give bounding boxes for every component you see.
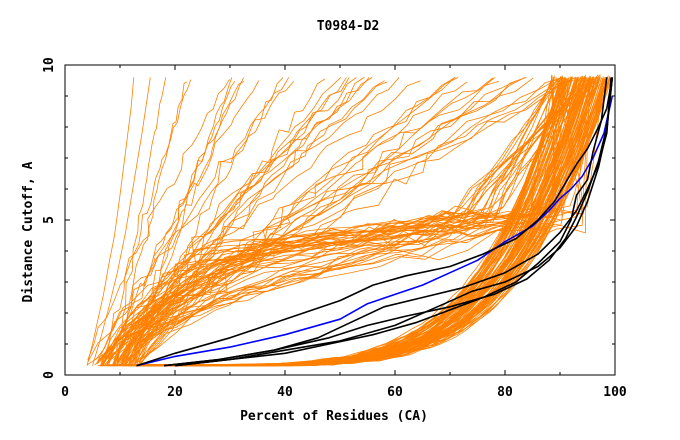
orange-model-line xyxy=(127,79,600,366)
x-axis-label: Percent of Residues (CA) xyxy=(240,409,428,424)
orange-model-line xyxy=(87,79,230,361)
orange-model-line xyxy=(120,77,607,366)
axis-ticks xyxy=(64,64,616,376)
orange-model-line xyxy=(131,76,561,367)
y-tick-label: 0 xyxy=(42,371,57,379)
orange-model-line xyxy=(124,80,570,366)
orange-model-line xyxy=(113,81,245,366)
orange-model-line xyxy=(131,77,233,366)
orange-model-line xyxy=(131,76,562,367)
axis-tick-labels: 0 20 40 60 80 100 0 5 10 xyxy=(42,57,627,400)
orange-model-line xyxy=(103,79,192,364)
x-tick-label: 40 xyxy=(277,385,293,400)
series-line-blue-model xyxy=(136,95,614,367)
series-line-black-4 xyxy=(174,77,614,367)
orange-model-line xyxy=(92,77,151,366)
orange-model-line xyxy=(141,77,456,359)
orange-model-line xyxy=(95,80,295,360)
orange-model-line xyxy=(122,77,564,367)
series-line-black-1 xyxy=(136,77,614,367)
orange-model-line xyxy=(128,77,527,366)
orange-model-line xyxy=(96,77,563,365)
orange-model-line xyxy=(97,77,370,362)
x-tick-label: 20 xyxy=(167,385,183,400)
orange-model-line xyxy=(102,79,596,366)
orange-model-line xyxy=(133,77,244,363)
orange-model-line xyxy=(126,77,496,363)
chart-title: T0984-D2 xyxy=(317,19,380,34)
orange-model-line xyxy=(122,76,591,367)
y-tick-label: 5 xyxy=(42,216,57,224)
x-tick-label: 80 xyxy=(497,385,513,400)
orange-model-line xyxy=(138,78,592,366)
orange-model-line xyxy=(120,74,599,366)
y-axis-label: Distance Cutoff, A xyxy=(21,161,36,302)
orange-model-line xyxy=(123,76,599,366)
orange-model-line xyxy=(167,76,579,367)
orange-model-line xyxy=(125,79,591,366)
plot-area xyxy=(86,74,614,367)
orange-model-line xyxy=(139,77,564,366)
orange-model-line xyxy=(133,75,584,366)
highlight-model-lines xyxy=(136,77,614,367)
orange-model-line xyxy=(108,77,347,359)
orange-model-line xyxy=(131,77,365,363)
orange-model-line xyxy=(135,77,284,360)
orange-model-line xyxy=(124,77,456,366)
orange-model-line xyxy=(155,76,562,367)
orange-model-line xyxy=(100,80,590,366)
orange-model-line xyxy=(135,77,576,364)
orange-model-line xyxy=(116,81,188,366)
orange-model-lines xyxy=(86,74,613,367)
orange-model-line xyxy=(105,77,534,364)
orange-model-line xyxy=(122,80,574,363)
orange-model-line xyxy=(156,76,563,367)
y-tick-label: 10 xyxy=(42,57,57,73)
orange-model-line xyxy=(141,76,583,367)
orange-model-line xyxy=(135,80,500,364)
series-line-black-5 xyxy=(174,77,608,367)
x-tick-label: 100 xyxy=(603,385,627,400)
orange-model-line xyxy=(116,77,167,366)
orange-model-line xyxy=(107,80,260,360)
orange-model-line xyxy=(86,77,135,366)
orange-model-line xyxy=(123,75,563,366)
orange-model-line xyxy=(113,77,342,361)
x-tick-label: 60 xyxy=(387,385,403,400)
x-tick-label: 0 xyxy=(61,385,69,400)
orange-model-line xyxy=(133,77,589,367)
orange-model-line xyxy=(133,78,610,366)
series-line-black-3 xyxy=(163,77,614,367)
orange-model-line xyxy=(99,77,494,366)
